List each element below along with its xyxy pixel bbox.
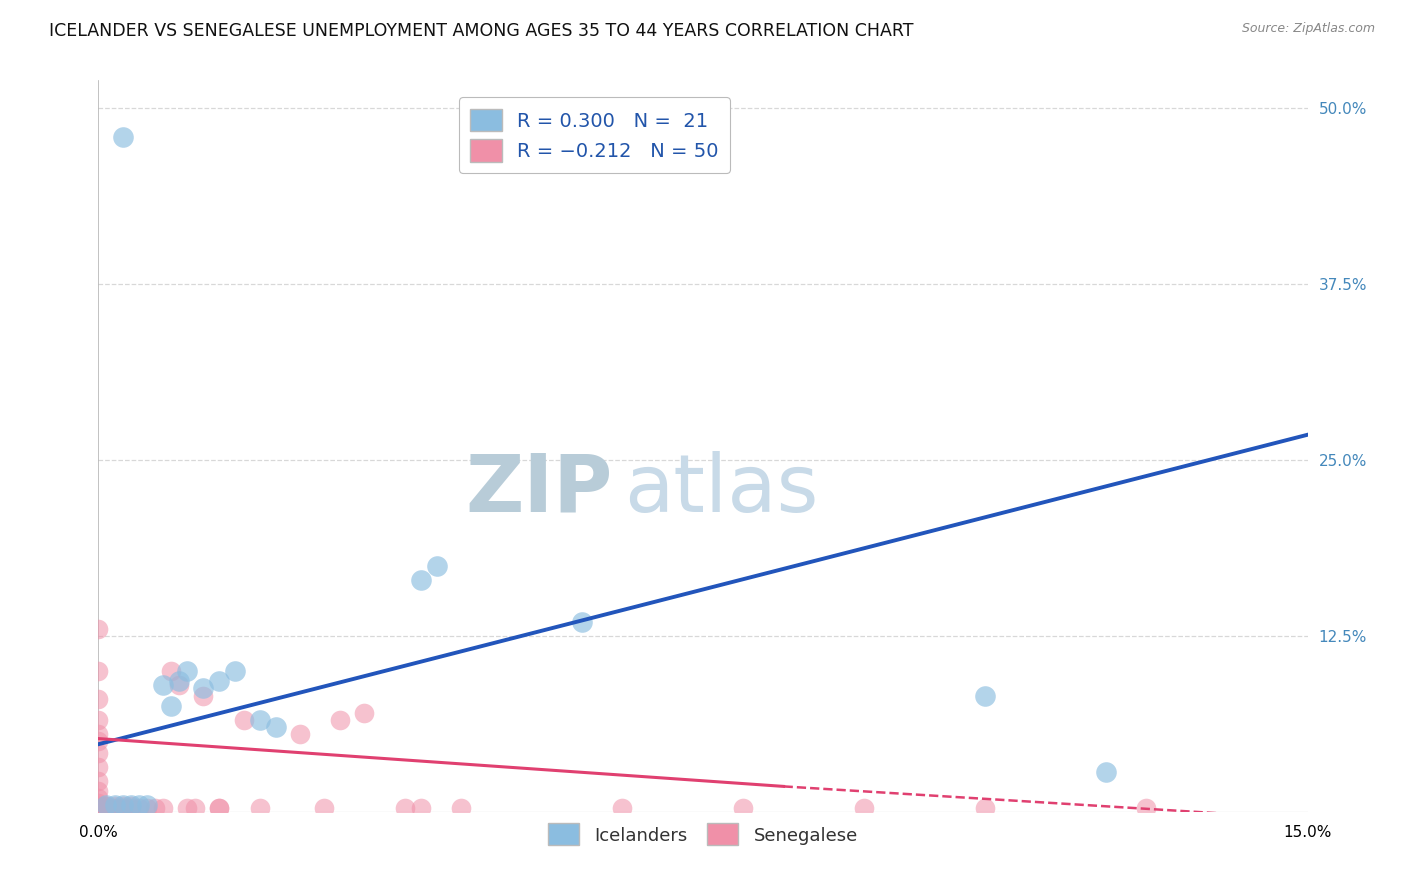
- Point: [176, 800, 198, 814]
- Point: [96, 797, 118, 812]
- Point: [167, 678, 190, 692]
- Text: Source: ZipAtlas.com: Source: ZipAtlas.com: [1241, 22, 1375, 36]
- Point: [394, 800, 416, 814]
- Point: [128, 800, 150, 814]
- Point: [87, 799, 110, 814]
- Point: [96, 800, 118, 814]
- Point: [87, 797, 110, 811]
- Point: [152, 678, 174, 692]
- Point: [87, 692, 110, 706]
- Point: [87, 734, 110, 748]
- Point: [232, 714, 254, 728]
- Point: [853, 800, 876, 814]
- Point: [193, 681, 215, 695]
- Point: [353, 706, 375, 721]
- Point: [974, 690, 997, 704]
- Point: [264, 720, 287, 734]
- Point: [120, 800, 142, 814]
- Point: [128, 797, 150, 812]
- Text: ICELANDER VS SENEGALESE UNEMPLOYMENT AMONG AGES 35 TO 44 YEARS CORRELATION CHART: ICELANDER VS SENEGALESE UNEMPLOYMENT AMO…: [49, 22, 914, 40]
- Point: [612, 800, 634, 814]
- Point: [733, 800, 755, 814]
- Point: [224, 664, 246, 678]
- Point: [288, 727, 311, 741]
- Point: [1135, 800, 1157, 814]
- Point: [193, 690, 215, 704]
- Point: [208, 800, 231, 814]
- Point: [450, 800, 472, 814]
- Point: [111, 129, 134, 144]
- Point: [87, 746, 110, 760]
- Point: [111, 799, 134, 814]
- Point: [87, 727, 110, 741]
- Point: [152, 800, 174, 814]
- Point: [176, 664, 198, 678]
- Point: [409, 573, 432, 587]
- Point: [249, 800, 271, 814]
- Point: [87, 783, 110, 797]
- Point: [103, 800, 125, 814]
- Point: [135, 797, 157, 812]
- Point: [87, 790, 110, 805]
- Point: [87, 664, 110, 678]
- Point: [329, 714, 352, 728]
- Point: [167, 673, 190, 688]
- Point: [314, 800, 336, 814]
- Point: [120, 799, 142, 814]
- Point: [96, 799, 118, 814]
- Point: [1095, 765, 1118, 780]
- Point: [111, 800, 134, 814]
- Point: [103, 800, 125, 814]
- Point: [160, 699, 183, 714]
- Point: [87, 714, 110, 728]
- Point: [111, 800, 134, 814]
- Point: [184, 800, 207, 814]
- Point: [87, 622, 110, 636]
- Legend: Icelanders, Senegalese: Icelanders, Senegalese: [540, 815, 866, 854]
- Text: ZIP: ZIP: [465, 450, 613, 529]
- Point: [111, 797, 134, 812]
- Point: [103, 799, 125, 814]
- Point: [409, 800, 432, 814]
- Point: [208, 800, 231, 814]
- Point: [208, 673, 231, 688]
- Point: [249, 714, 271, 728]
- Point: [87, 800, 110, 814]
- Point: [974, 800, 997, 814]
- Point: [426, 558, 449, 573]
- Point: [571, 615, 593, 629]
- Point: [135, 800, 157, 814]
- Text: atlas: atlas: [624, 450, 818, 529]
- Point: [96, 799, 118, 814]
- Point: [87, 760, 110, 774]
- Point: [160, 664, 183, 678]
- Point: [120, 797, 142, 812]
- Point: [87, 773, 110, 788]
- Point: [103, 797, 125, 812]
- Point: [143, 800, 166, 814]
